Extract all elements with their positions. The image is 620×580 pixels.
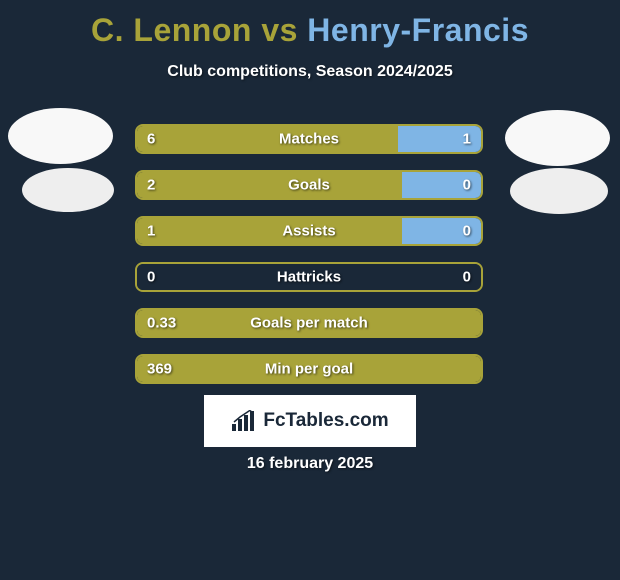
vs-text: vs [261, 12, 298, 48]
stat-value-right: 0 [463, 223, 471, 240]
player2-name: Henry-Francis [307, 12, 529, 48]
stat-label: Goals [137, 177, 481, 194]
player1-team-badge [22, 168, 114, 212]
brand-box[interactable]: FcTables.com [204, 395, 416, 447]
stat-row-matches: 6 Matches 1 [135, 124, 483, 154]
stat-row-assists: 1 Assists 0 [135, 216, 483, 246]
stat-label: Min per goal [137, 361, 481, 378]
stat-label: Hattricks [137, 269, 481, 286]
player2-avatar [505, 110, 610, 166]
stat-value-right: 1 [463, 131, 471, 148]
player1-avatar [8, 108, 113, 164]
chart-icon [231, 410, 257, 432]
stat-row-goals: 2 Goals 0 [135, 170, 483, 200]
subtitle: Club competitions, Season 2024/2025 [0, 63, 620, 81]
stat-label: Assists [137, 223, 481, 240]
brand-text: FcTables.com [263, 410, 388, 432]
stats-container: 6 Matches 1 2 Goals 0 1 Assists 0 0 Hatt… [135, 124, 483, 400]
stat-value-right: 0 [463, 177, 471, 194]
stat-value-right: 0 [463, 269, 471, 286]
date-text: 16 february 2025 [0, 455, 620, 473]
comparison-title: C. Lennon vs Henry-Francis [0, 0, 620, 49]
stat-row-goals-per-match: 0.33 Goals per match [135, 308, 483, 338]
stat-row-hattricks: 0 Hattricks 0 [135, 262, 483, 292]
stat-label: Goals per match [137, 315, 481, 332]
stat-label: Matches [137, 131, 481, 148]
player2-team-badge [510, 168, 608, 214]
stat-row-min-per-goal: 369 Min per goal [135, 354, 483, 384]
player1-name: C. Lennon [91, 12, 252, 48]
